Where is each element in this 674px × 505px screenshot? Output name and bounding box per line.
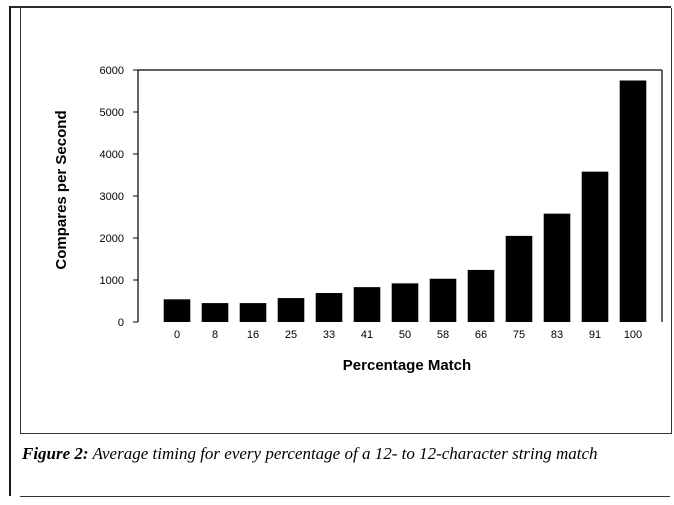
x-tick-label-91: 91: [589, 329, 601, 341]
x-tick-label-25: 25: [285, 329, 297, 341]
y-axis-title: Compares per Second: [53, 110, 70, 269]
figure-box: [20, 8, 672, 434]
bar-50: [391, 283, 419, 322]
figure-frame-top: [9, 6, 671, 8]
x-tick-label-41: 41: [361, 329, 373, 341]
bar-8: [201, 303, 229, 322]
bar-58: [429, 278, 457, 322]
y-tick-label-3: 3000: [100, 191, 124, 203]
bar-91: [581, 171, 609, 322]
figure-frame-left: [9, 6, 11, 496]
x-tick-label-83: 83: [551, 329, 563, 341]
figure-frame-bottom: [20, 496, 670, 497]
bar-66: [467, 269, 495, 322]
x-axis-ticks: 0 8 16 25 33 41 50 58 66 75 83 91 100: [174, 329, 642, 341]
bar-100: [619, 80, 647, 322]
y-axis-ticks: 0 1000 2000 3000 4000 5000 6000: [100, 65, 138, 329]
bar-series: [163, 80, 647, 322]
x-tick-label-100: 100: [624, 329, 642, 341]
y-tick-label-2: 2000: [100, 233, 124, 245]
x-tick-label-58: 58: [437, 329, 449, 341]
y-tick-label-5: 5000: [100, 107, 124, 119]
x-tick-label-50: 50: [399, 329, 411, 341]
bar-chart: 0 1000 2000 3000 4000 5000 6000 0 8 16 25 33 41 50 58…: [53, 65, 663, 374]
y-tick-label-6: 6000: [100, 65, 124, 77]
x-tick-label-75: 75: [513, 329, 525, 341]
figure-caption: Figure 2: Average timing for every perce…: [22, 443, 662, 465]
x-axis-title: Percentage Match: [343, 357, 471, 374]
x-tick-label-33: 33: [323, 329, 335, 341]
x-tick-label-16: 16: [247, 329, 259, 341]
x-tick-label-0: 0: [174, 329, 180, 341]
bar-41: [353, 287, 381, 322]
bar-0: [163, 299, 191, 322]
bar-16: [239, 303, 267, 322]
figure-caption-text: Average timing for every percentage of a…: [92, 444, 598, 463]
bar-83: [543, 213, 571, 322]
x-tick-label-8: 8: [212, 329, 218, 341]
bar-75: [505, 235, 533, 322]
bar-33: [315, 293, 343, 322]
figure-caption-lead: Figure 2:: [22, 444, 89, 463]
bar-25: [277, 298, 305, 322]
y-tick-label-0: 0: [118, 317, 124, 329]
y-tick-label-1: 1000: [100, 275, 124, 287]
x-tick-label-66: 66: [475, 329, 487, 341]
y-tick-label-4: 4000: [100, 149, 124, 161]
